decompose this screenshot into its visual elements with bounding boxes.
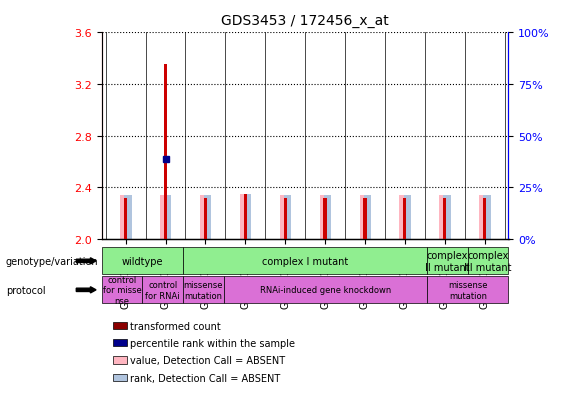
Text: complex
III mutant: complex III mutant [464, 250, 512, 272]
Text: wildtype: wildtype [121, 256, 163, 266]
Text: RNAi-induced gene knockdown: RNAi-induced gene knockdown [260, 286, 391, 294]
Text: protocol: protocol [6, 285, 45, 295]
Bar [160, 196, 171, 240]
Title: GDS3453 / 172456_x_at: GDS3453 / 172456_x_at [221, 14, 389, 28]
Bar [204, 198, 207, 240]
Text: complex I mutant: complex I mutant [262, 256, 348, 266]
Bar [444, 196, 451, 240]
Bar [124, 198, 127, 240]
Bar [284, 198, 287, 240]
Bar [120, 196, 131, 240]
Bar [399, 196, 410, 240]
Bar [323, 198, 327, 240]
Text: percentile rank within the sample: percentile rank within the sample [130, 338, 295, 348]
Text: control
for RNAi: control for RNAi [145, 280, 180, 300]
Text: control
for misse
nse: control for misse nse [103, 275, 141, 305]
Bar [320, 196, 331, 240]
Bar [364, 196, 371, 240]
Bar [403, 196, 411, 240]
Text: genotype/variation: genotype/variation [6, 256, 98, 266]
Bar [240, 195, 251, 240]
Text: transformed count: transformed count [130, 321, 221, 331]
Text: value, Detection Call = ABSENT: value, Detection Call = ABSENT [130, 356, 285, 366]
Bar [204, 196, 211, 240]
Text: rank, Detection Call = ABSENT: rank, Detection Call = ABSENT [130, 373, 280, 383]
Bar [244, 195, 247, 240]
Bar [164, 196, 172, 240]
Bar [479, 196, 490, 240]
Bar [124, 196, 132, 240]
Bar [164, 65, 167, 240]
Bar [484, 196, 490, 240]
Bar [200, 196, 211, 240]
Text: missense
mutation: missense mutation [184, 280, 223, 300]
Bar [363, 198, 367, 240]
Bar [403, 198, 406, 240]
Bar [359, 196, 370, 240]
Bar [284, 196, 291, 240]
Bar [440, 196, 450, 240]
Bar [280, 196, 290, 240]
Bar [324, 196, 331, 240]
Text: missense
mutation: missense mutation [448, 280, 488, 300]
Bar [483, 198, 486, 240]
Bar [244, 195, 251, 240]
Text: complex
II mutant: complex II mutant [425, 250, 470, 272]
Bar [443, 198, 446, 240]
